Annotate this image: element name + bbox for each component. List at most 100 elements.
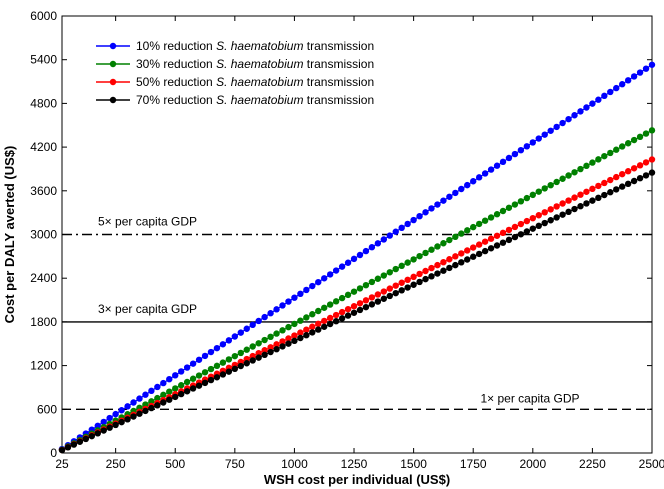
data-point [630, 165, 638, 172]
data-point [434, 270, 441, 277]
legend-entry: 70% reduction S. haematobium transmissio… [96, 93, 374, 107]
y-tick-label: 1200 [30, 359, 57, 373]
data-point [350, 288, 358, 295]
data-point [416, 252, 423, 260]
data-point [446, 256, 453, 263]
data-point [475, 241, 483, 248]
data-point [428, 264, 435, 272]
data-point [529, 191, 537, 199]
y-tick-label: 600 [37, 402, 57, 416]
data-point [630, 73, 638, 80]
legend-label-species: S. haematobium [216, 93, 303, 107]
data-point [183, 388, 191, 395]
data-point [523, 143, 531, 150]
data-point [624, 168, 632, 175]
data-point [648, 169, 656, 176]
data-point [112, 421, 119, 429]
data-point [535, 135, 542, 142]
data-point [303, 286, 310, 294]
data-point [571, 194, 578, 201]
data-point [291, 320, 298, 328]
data-point [636, 174, 644, 182]
legend-marker [109, 78, 117, 86]
data-point [619, 81, 626, 88]
data-point [148, 387, 155, 395]
data-point [124, 403, 131, 410]
data-point [362, 297, 370, 304]
data-point [231, 365, 239, 373]
data-point [118, 418, 125, 426]
data-point [261, 351, 268, 359]
data-point [297, 317, 304, 324]
legend-label: 70% reduction S. haematobium transmissio… [136, 93, 374, 107]
data-point [309, 282, 316, 290]
data-point [487, 245, 495, 252]
data-point [398, 287, 405, 294]
data-point [148, 404, 155, 412]
data-point [636, 69, 644, 76]
data-point [148, 398, 155, 405]
data-point [136, 395, 143, 402]
data-point [386, 232, 393, 239]
data-point [207, 365, 215, 373]
data-point [142, 407, 149, 415]
data-point [422, 275, 429, 283]
data-point [416, 270, 423, 278]
x-tick-label: 1000 [281, 457, 308, 471]
data-point [470, 253, 477, 260]
data-point [356, 306, 364, 314]
data-point [493, 211, 501, 218]
data-point [106, 414, 113, 422]
data-point [595, 156, 602, 163]
x-tick-label: 2500 [639, 457, 664, 471]
y-tick-label: 2400 [30, 271, 57, 285]
data-point [279, 327, 286, 334]
data-point [505, 154, 513, 162]
data-point [303, 332, 310, 339]
data-point [195, 356, 203, 363]
data-point [309, 329, 316, 336]
data-point [350, 255, 358, 263]
reference-line-label: 3× per capita GDP [98, 302, 197, 316]
data-point [356, 300, 364, 307]
data-point [237, 329, 244, 336]
data-point [410, 273, 417, 281]
data-point [219, 341, 227, 348]
data-point [398, 279, 405, 286]
data-point [326, 320, 334, 328]
data-point [356, 251, 364, 259]
data-point [446, 264, 453, 272]
data-point [571, 205, 578, 213]
data-point [297, 290, 304, 298]
data-point [166, 388, 173, 395]
legend-marker [109, 42, 117, 50]
data-point [76, 438, 84, 445]
data-point [189, 360, 197, 367]
data-point [547, 181, 554, 189]
reference-line-label: 5× per capita GDP [98, 215, 197, 229]
data-point [434, 243, 441, 250]
data-point [303, 314, 310, 321]
data-point [535, 188, 542, 195]
data-point [362, 247, 370, 255]
reference-lines: 5× per capita GDP 3× per capita GDP 1× per… [62, 215, 652, 410]
data-point [279, 343, 286, 350]
data-point [380, 288, 388, 295]
data-point [177, 382, 185, 389]
data-point [487, 214, 495, 221]
data-point [398, 224, 405, 232]
data-point [553, 214, 560, 221]
data-point [517, 198, 525, 205]
data-point [70, 441, 78, 448]
data-point [529, 139, 537, 146]
data-point [642, 130, 650, 137]
data-point [511, 233, 519, 241]
data-point [172, 372, 179, 379]
x-tick-label: 1250 [341, 457, 368, 471]
data-point [505, 204, 513, 211]
data-point [583, 104, 590, 111]
data-point [470, 244, 477, 251]
data-point [553, 203, 560, 210]
data-point [338, 294, 346, 302]
data-point [511, 223, 519, 231]
